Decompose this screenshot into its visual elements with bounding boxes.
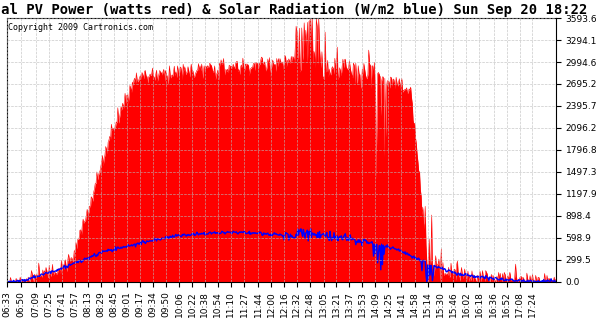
Title: Total PV Power (watts red) & Solar Radiation (W/m2 blue) Sun Sep 20 18:22: Total PV Power (watts red) & Solar Radia…	[0, 3, 587, 17]
Text: Copyright 2009 Cartronics.com: Copyright 2009 Cartronics.com	[8, 23, 154, 32]
